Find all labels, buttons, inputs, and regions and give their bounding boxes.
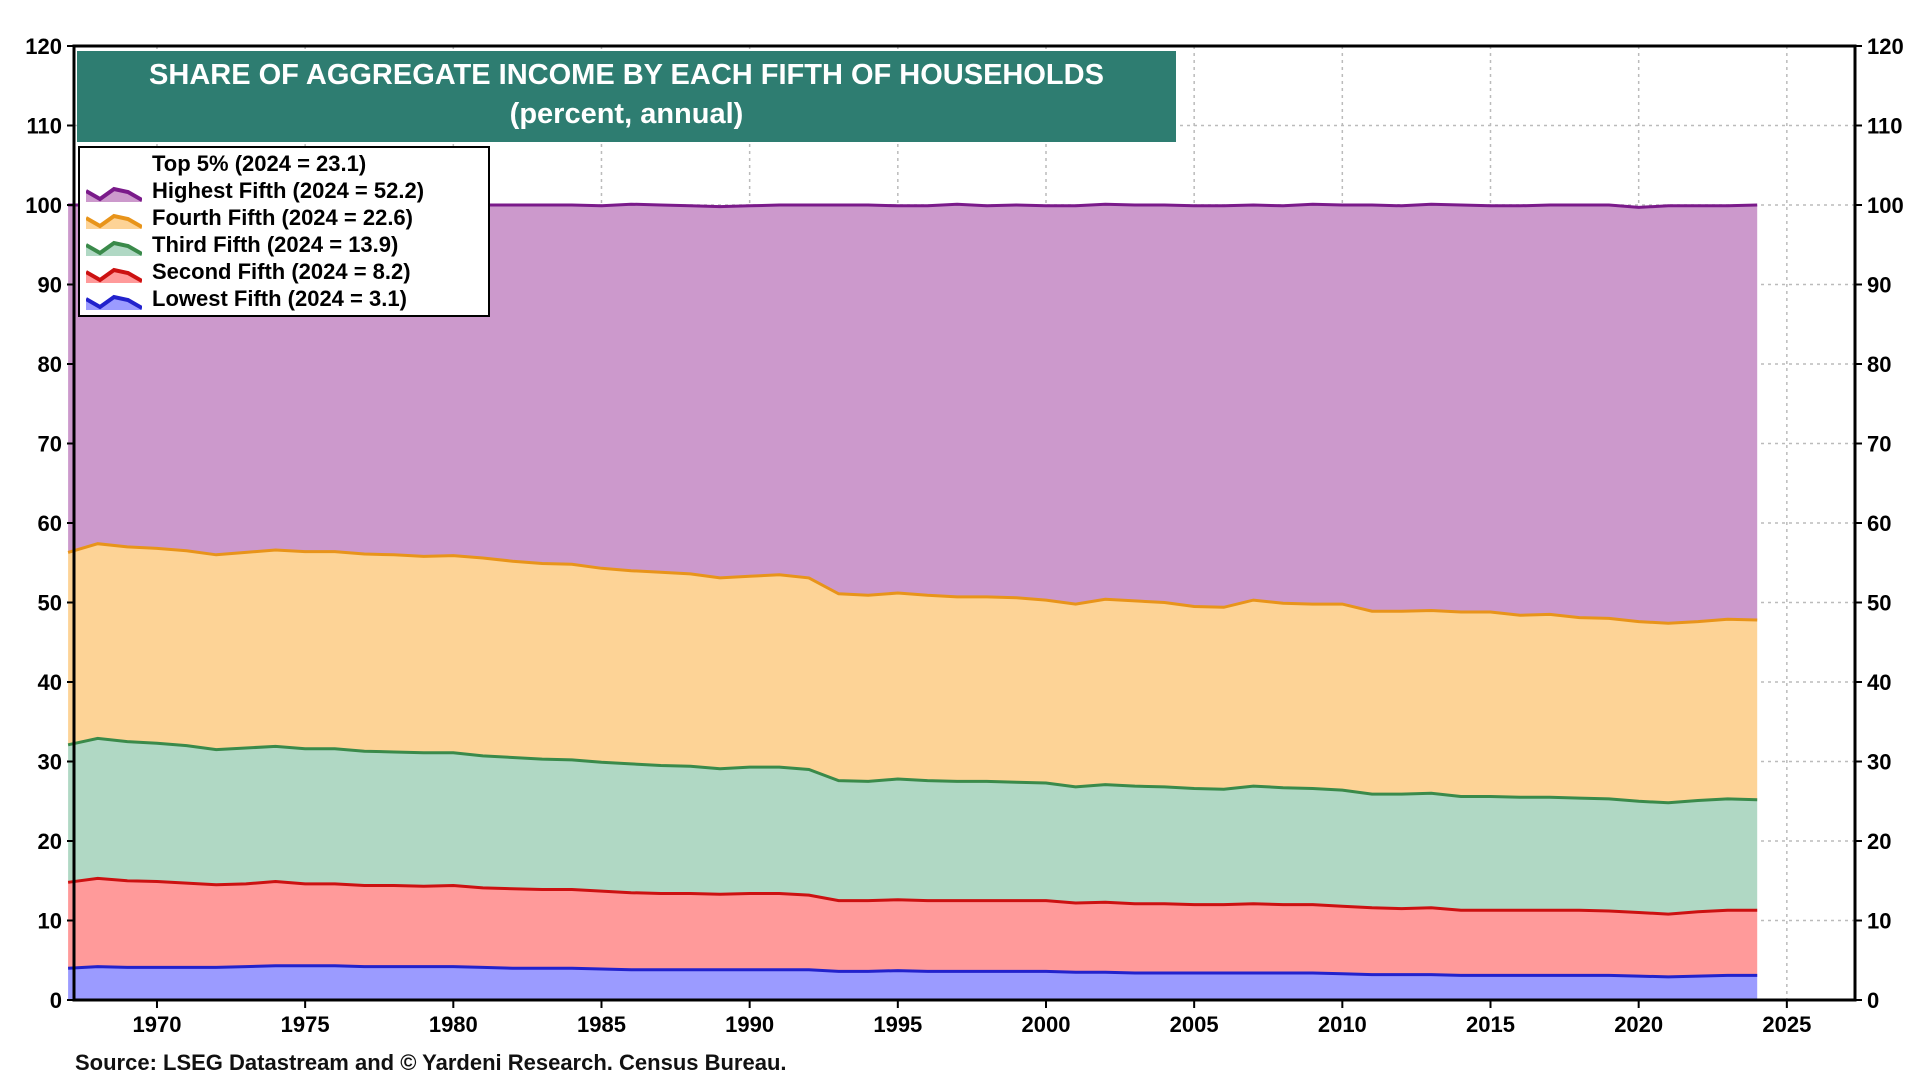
y-tick-label-left: 0: [50, 988, 62, 1013]
x-tick-label: 1995: [873, 1012, 922, 1037]
legend-item-fourth-fifth: Fourth Fifth (2024 = 22.6): [80, 204, 488, 231]
legend-swatch-third-fifth: [86, 240, 142, 256]
y-tick-label-left: 20: [38, 829, 62, 854]
legend-item-lowest-fifth: Lowest Fifth (2024 = 3.1): [80, 285, 488, 312]
legend-item-second-fifth: Second Fifth (2024 = 8.2): [80, 258, 488, 285]
legend-swatch-highest-fifth: [86, 186, 142, 202]
y-tick-label-left: 60: [38, 511, 62, 536]
y-tick-label-left: 90: [38, 273, 62, 298]
x-tick-label: 2015: [1466, 1012, 1515, 1037]
y-tick-label-left: 70: [38, 432, 62, 457]
legend-label-second-fifth: Second Fifth (2024 = 8.2): [152, 259, 411, 284]
y-axis-right: 0 10 20 30 40 50 60 70 80 90 100 110 120: [1855, 34, 1904, 1013]
x-tick-label: 2000: [1022, 1012, 1071, 1037]
legend-label-third-fifth: Third Fifth (2024 = 13.9): [152, 232, 399, 257]
legend-item-top5: Top 5% (2024 = 23.1): [80, 150, 488, 177]
area-third-fifth: [68, 738, 1758, 915]
y-tick-label-right: 120: [1867, 34, 1904, 59]
legend-label-highest-fifth: Highest Fifth (2024 = 52.2): [152, 178, 425, 203]
legend: Top 5% (2024 = 23.1) Highest Fifth (2024…: [78, 146, 490, 317]
y-tick-label-right: 60: [1867, 511, 1891, 536]
x-tick-label: 1990: [725, 1012, 774, 1037]
area-second-fifth: [68, 878, 1758, 977]
x-tick-label: 2020: [1614, 1012, 1663, 1037]
legend-item-highest-fifth: Highest Fifth (2024 = 52.2): [80, 177, 488, 204]
x-tick-label: 1975: [281, 1012, 330, 1037]
legend-label-lowest-fifth: Lowest Fifth (2024 = 3.1): [152, 286, 407, 311]
legend-label-top5: Top 5% (2024 = 23.1): [152, 151, 367, 176]
y-tick-label-right: 100: [1867, 193, 1904, 218]
chart-subtitle: (percent, annual): [509, 98, 744, 130]
source-note: Source: LSEG Datastream and © Yardeni Re…: [75, 1050, 787, 1075]
y-tick-label-left: 40: [38, 670, 62, 695]
y-tick-label-right: 80: [1867, 352, 1891, 377]
y-tick-label-right: 30: [1867, 750, 1891, 775]
chart-title: SHARE OF AGGREGATE INCOME BY EACH FIFTH …: [149, 59, 1104, 91]
legend-item-third-fifth: Third Fifth (2024 = 13.9): [80, 231, 488, 258]
y-tick-label-right: 10: [1867, 909, 1891, 934]
y-tick-label-left: 110: [27, 114, 63, 139]
y-tick-label-right: 90: [1867, 273, 1891, 298]
y-tick-label-left: 120: [25, 34, 62, 59]
x-axis: 1970 1975 1980 1985 1990 1995 2000 2005 2010 2015…: [132, 1000, 1811, 1037]
stacked-areas: [68, 203, 1758, 1000]
y-tick-label-right: 0: [1867, 988, 1879, 1013]
x-tick-label: 1980: [429, 1012, 478, 1037]
line-third-fifth: [67, 736, 1758, 805]
y-tick-label-left: 10: [38, 909, 62, 934]
legend-swatch-second-fifth: [86, 267, 142, 283]
x-tick-label: 2005: [1170, 1012, 1219, 1037]
y-tick-label-left: 30: [38, 750, 62, 775]
line-fourth-fifth: [67, 542, 1758, 625]
y-axis-left: 0 10 20 30 40 50 60 70 80 90 100 110 120: [25, 34, 74, 1013]
line-second-fifth: [67, 876, 1758, 916]
legend-swatch-lowest-fifth: [86, 294, 142, 310]
x-tick-label: 1985: [577, 1012, 626, 1037]
y-tick-label-right: 110: [1867, 114, 1903, 139]
y-tick-label-right: 70: [1867, 432, 1891, 457]
y-tick-label-left: 100: [25, 193, 62, 218]
line-lowest-fifth: [68, 964, 1758, 979]
x-tick-label: 2010: [1318, 1012, 1367, 1037]
legend-label-fourth-fifth: Fourth Fifth (2024 = 22.6): [152, 205, 413, 230]
y-tick-label-right: 40: [1867, 670, 1891, 695]
y-tick-label-left: 50: [38, 591, 62, 616]
chart-title-box: SHARE OF AGGREGATE INCOME BY EACH FIFTH …: [77, 51, 1176, 142]
area-highest-fifth: [68, 203, 1758, 624]
x-tick-label: 2025: [1762, 1012, 1811, 1037]
x-tick-label: 1970: [132, 1012, 181, 1037]
y-tick-label-right: 20: [1867, 829, 1891, 854]
y-tick-label-left: 80: [38, 352, 62, 377]
y-tick-label-right: 50: [1867, 591, 1891, 616]
legend-swatch-fourth-fifth: [86, 213, 142, 229]
area-fourth-fifth: [68, 543, 1758, 803]
